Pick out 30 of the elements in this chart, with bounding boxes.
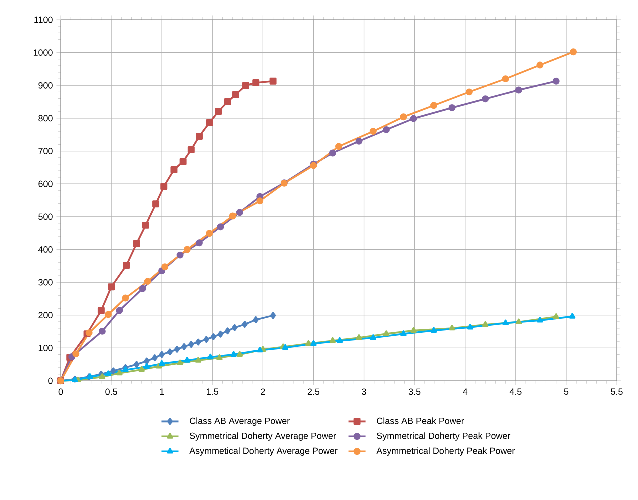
y-tick-label: 600 [38,180,53,188]
x-tick-label: 5 [564,388,569,396]
y-tick-label: 900 [38,82,53,89]
legend-label: Class AB Average Power [190,418,290,426]
x-tick-label: 4 [463,388,468,395]
x-tick-label: 1 [160,388,164,395]
y-tick-label: 200 [38,312,53,319]
y-tick-label: 100 [38,345,53,352]
y-tick-label: 700 [38,148,53,154]
y-tick-label: 400 [38,246,53,253]
x-tick-label: 5.5 [611,388,623,396]
y-tick-label: 1000 [34,50,53,56]
y-tick-label: 0 [48,378,53,384]
y-tick-label: 1100 [34,16,53,24]
y-tick-label: 500 [38,214,53,220]
x-tick-label: 3.5 [408,388,421,396]
legend-label: Asymmetical Doherty Average Power [190,448,338,456]
x-tick-label: 1.5 [207,388,218,396]
x-tick-label: 4.5 [510,388,522,396]
legend-label: Symmetrical Doherty Average Power [190,432,336,441]
x-tick-label: 2.5 [308,388,320,396]
legend-label: Asymmetrical Doherty Peak Power [376,448,516,456]
y-tick-label: 300 [38,279,53,286]
legend-label: Symmetrical Doherty Peak Power [377,432,511,441]
legend-label: Class AB Peak Power [377,418,464,424]
x-tick-label: 3 [362,388,366,396]
x-tick-label: 0 [58,388,64,396]
x-tick-label: 2 [261,388,266,396]
x-tick-label: 0.5 [106,388,118,396]
y-tick-label: 800 [38,115,53,122]
